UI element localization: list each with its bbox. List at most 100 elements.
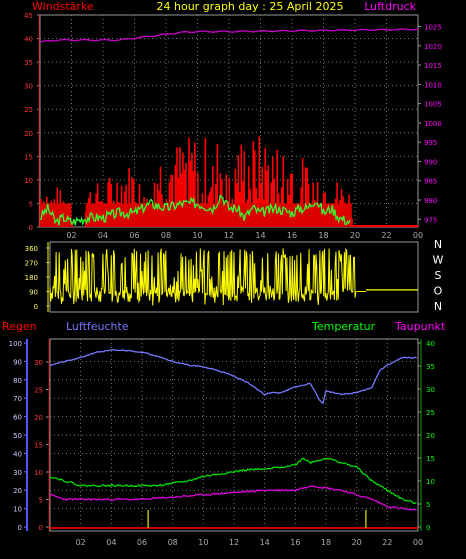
pressure-tick-label: 990 xyxy=(424,158,437,166)
compass-label-n: N xyxy=(434,238,442,251)
humidity-tick-label: 60 xyxy=(13,414,22,422)
wind-gust-bar xyxy=(234,168,237,227)
humidity-tick-label: 100 xyxy=(9,340,22,348)
direction-tick-label: 270 xyxy=(25,260,38,268)
series-line-temperatur xyxy=(49,457,417,504)
wind-x-tick-label: 14 xyxy=(255,231,265,240)
wind-tick-label: 25 xyxy=(24,106,33,114)
compass-label-n: N xyxy=(434,300,442,313)
pressure-tick-label: 1000 xyxy=(424,120,442,128)
humidity-x-tick-label: 12 xyxy=(229,538,239,547)
wind-gust-bar xyxy=(265,170,268,227)
wind-gust-bar xyxy=(221,179,223,227)
direction-tick-label: 0 xyxy=(34,303,38,311)
wind-gust-bar xyxy=(159,166,162,227)
wind-gust-bar xyxy=(197,173,199,227)
wind-gust-bar xyxy=(219,173,222,227)
wind-x-tick-label: 10 xyxy=(192,231,202,240)
pressure-tick-label: 1020 xyxy=(424,43,442,51)
wind-x-tick-label: 04 xyxy=(98,231,108,240)
wind-gust-bar xyxy=(179,147,181,227)
wind-direction-line xyxy=(49,247,357,306)
pressure-tick-label: 1015 xyxy=(424,62,442,70)
wind-gust-bar xyxy=(306,167,308,227)
wind-tick-label: 45 xyxy=(24,12,33,20)
wind-gust-bar xyxy=(108,177,111,227)
wind-gust-bar xyxy=(289,174,292,227)
humidity-x-tick-label: 06 xyxy=(137,538,147,547)
wind-gust-bar xyxy=(258,136,261,227)
wind-gust-bar xyxy=(191,153,193,227)
series-line-luftfeuchte xyxy=(49,349,417,405)
temp-tick-label: 10 xyxy=(426,478,435,486)
wind-x-tick-label: 20 xyxy=(350,231,360,240)
temp-tick-label: 5 xyxy=(426,501,430,509)
temp-tick-label: 15 xyxy=(426,455,435,463)
wind-tick-label: 20 xyxy=(24,130,33,138)
wind-x-tick-label: 12 xyxy=(224,231,234,240)
wind-gust-bar xyxy=(264,147,267,227)
wind-gust-bar xyxy=(182,152,184,227)
pressure-tick-label: 975 xyxy=(424,216,437,224)
humidity-x-tick-label: 18 xyxy=(321,538,331,547)
wind-x-tick-label: 00 xyxy=(413,231,423,240)
compass-label-w: W xyxy=(433,254,444,267)
compass-label-s: S xyxy=(435,269,442,282)
wind-tick-label: 15 xyxy=(24,153,33,161)
wind-gust-bar xyxy=(185,162,187,227)
temp-tick-label: 20 xyxy=(426,432,435,440)
temp-tick-label: 0 xyxy=(426,524,430,532)
wind-gust-bar xyxy=(189,160,192,227)
wind-gust-bar xyxy=(183,169,186,227)
pressure-tick-label: 980 xyxy=(424,197,437,205)
humidity-x-tick-label: 14 xyxy=(260,538,270,547)
humidity-x-tick-label: 08 xyxy=(168,538,178,547)
direction-tick-label: 90 xyxy=(29,289,38,297)
rain-tick-label: 10 xyxy=(34,469,43,477)
temp-tick-label: 30 xyxy=(426,386,435,394)
wind-tick-label: 40 xyxy=(24,36,33,44)
humidity-tick-label: 20 xyxy=(13,487,22,495)
wind-gust-bar xyxy=(174,164,177,227)
rain-tick-label: 15 xyxy=(34,441,43,449)
dewpoint-label: Taupunkt xyxy=(394,320,446,333)
wind-gust-bar xyxy=(276,149,279,227)
pressure-line xyxy=(39,28,419,43)
wind-gust-bar xyxy=(282,156,284,227)
wind-x-tick-label: 02 xyxy=(66,231,76,240)
wind-tick-label: 30 xyxy=(24,83,33,91)
wind-gust-bar xyxy=(243,151,246,227)
pressure-tick-label: 1025 xyxy=(424,24,442,32)
wind-tick-label: 35 xyxy=(24,59,33,67)
wind-gust-bar xyxy=(228,177,231,227)
wind-gust-bar xyxy=(180,173,183,227)
wind-gust-bars xyxy=(40,136,353,227)
wind-gust-bar xyxy=(212,165,214,227)
temperature-label: Temperatur xyxy=(311,320,376,333)
series-line-taupunkt xyxy=(49,485,417,511)
wind-gust-bar xyxy=(291,173,293,227)
pressure-tick-label: 985 xyxy=(424,178,437,186)
humidity-tick-label: 0 xyxy=(18,524,22,532)
rain-tick-label: 20 xyxy=(34,414,43,422)
wind-gust-bar xyxy=(128,168,130,227)
rain-label: Regen xyxy=(2,320,37,333)
humidity-x-tick-label: 10 xyxy=(198,538,208,547)
wind-gust-bar xyxy=(131,177,133,227)
wind-gust-bar xyxy=(247,166,250,227)
wind-tick-label: 0 xyxy=(29,224,33,232)
humidity-tick-label: 70 xyxy=(13,395,22,403)
wind-gust-bar xyxy=(301,157,304,227)
humidity-x-tick-label: 22 xyxy=(382,538,392,547)
pressure-tick-label: 1005 xyxy=(424,101,442,109)
wind-gust-bar xyxy=(204,137,207,227)
wind-gust-bar xyxy=(170,174,172,227)
wind-x-tick-label: 18 xyxy=(318,231,328,240)
wind-gust-bar xyxy=(132,179,135,227)
wind-gust-bar xyxy=(176,147,178,227)
wind-gust-bar xyxy=(194,142,196,227)
humidity-x-tick-label: 16 xyxy=(290,538,300,547)
wind-gust-bar xyxy=(252,141,255,227)
pressure-tick-label: 1010 xyxy=(424,81,442,89)
